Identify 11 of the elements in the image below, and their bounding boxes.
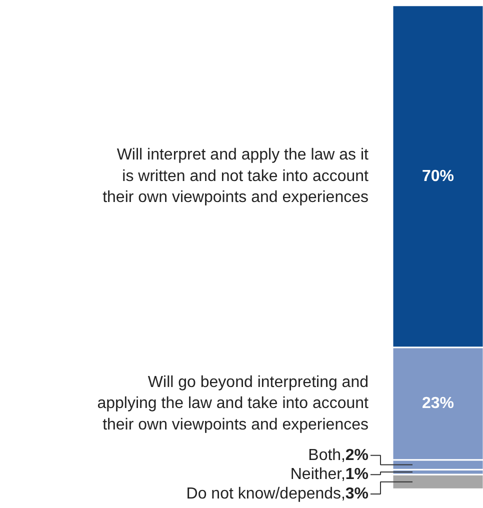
data-label: 23%: [422, 395, 454, 412]
bar: [392, 474, 483, 490]
data-label: 70%: [422, 168, 454, 185]
data-label: 3%: [345, 486, 368, 503]
data-label: 2%: [345, 446, 368, 464]
text: Neither,: [290, 466, 346, 484]
data-label: 1%: [345, 466, 368, 484]
series-label: Will interpret and apply the law as it is written and not take into account their own viewpoints and experiences: [102, 146, 370, 206]
series-label: Will go beyond interpreting and applying the law and take into account their own viewpoints and experiences: [97, 374, 370, 434]
text: Do not know/depends,: [186, 486, 346, 503]
text: Both,: [308, 446, 346, 464]
